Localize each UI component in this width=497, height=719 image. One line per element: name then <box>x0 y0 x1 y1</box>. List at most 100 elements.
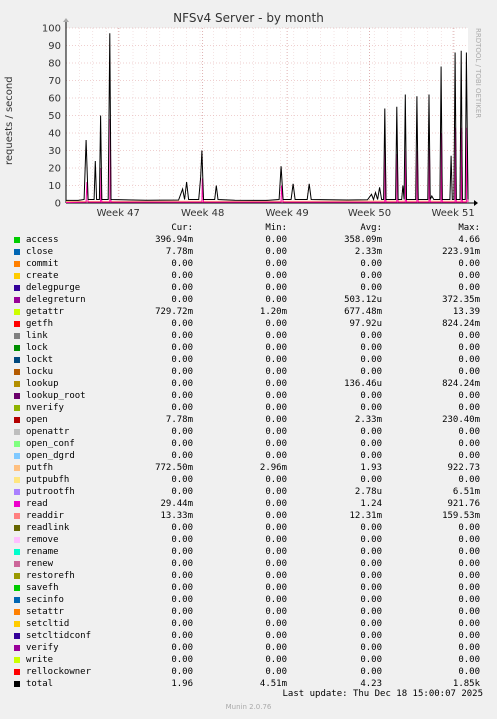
legend-avg: 0.00 <box>360 643 382 653</box>
legend-row-restorefh: restorefh 0.00 0.00 0.00 0.00 <box>0 570 497 582</box>
legend-min: 0.00 <box>265 523 287 533</box>
legend-row-renew: renew 0.00 0.00 0.00 0.00 <box>0 558 497 570</box>
legend-swatch <box>14 429 20 435</box>
legend-min: 0.00 <box>265 619 287 629</box>
legend-row-rellockowner: rellockowner 0.00 0.00 0.00 0.00 <box>0 666 497 678</box>
legend-avg: 0.00 <box>360 667 382 677</box>
legend-max: 13.39 <box>452 307 480 317</box>
legend-min: 0.00 <box>265 343 287 353</box>
legend-max: 0.00 <box>458 355 480 365</box>
x-tick-label: Week 51 <box>431 208 474 219</box>
chart-title: NFSv4 Server - by month <box>173 11 324 25</box>
legend-avg: 0.00 <box>360 571 382 581</box>
legend-swatch <box>14 489 20 495</box>
x-tick-label: Week 47 <box>97 208 140 219</box>
legend-max: 0.00 <box>458 607 480 617</box>
legend-cur: 0.00 <box>171 367 193 377</box>
legend-swatch <box>14 621 20 627</box>
legend-swatch <box>14 273 20 279</box>
x-tick-label: Week 50 <box>348 208 391 219</box>
y-tick-label: 40 <box>48 129 61 140</box>
legend-swatch <box>14 405 20 411</box>
legend-avg: 0.00 <box>360 439 382 449</box>
legend-cur: 0.00 <box>171 271 193 281</box>
legend-avg: 2.33m <box>354 247 382 257</box>
munin-version: Munin 2.0.76 <box>225 703 272 711</box>
legend-swatch <box>14 237 20 243</box>
legend-avg: 12.31m <box>349 511 382 521</box>
legend-min: 0.00 <box>265 559 287 569</box>
legend-row-delegpurge: delegpurge 0.00 0.00 0.00 0.00 <box>0 282 497 294</box>
legend-swatch <box>14 633 20 639</box>
legend-max: 921.76 <box>447 499 480 509</box>
legend-cur: 0.00 <box>171 667 193 677</box>
legend-cur: 0.00 <box>171 403 193 413</box>
legend-cur: 0.00 <box>171 607 193 617</box>
legend-min: 0.00 <box>265 331 287 341</box>
legend-swatch <box>14 477 20 483</box>
legend-avg: 0.00 <box>360 367 382 377</box>
legend-max: 0.00 <box>458 331 480 341</box>
legend-min: 0.00 <box>265 667 287 677</box>
legend-name: putpubfh <box>26 475 70 485</box>
legend-swatch <box>14 249 20 255</box>
legend-min: 0.00 <box>265 631 287 641</box>
legend-swatch <box>14 597 20 603</box>
legend-row-putrootfh: putrootfh 0.00 0.00 2.78u 6.51m <box>0 486 497 498</box>
legend-name: delegpurge <box>26 283 81 293</box>
legend-swatch <box>14 357 20 363</box>
legend-row-commit: commit 0.00 0.00 0.00 0.00 <box>0 258 497 270</box>
legend-cur: 0.00 <box>171 487 193 497</box>
legend-avg: 0.00 <box>360 559 382 569</box>
legend-min: 0.00 <box>265 403 287 413</box>
legend-swatch <box>14 465 20 471</box>
legend-swatch <box>14 609 20 615</box>
legend-min: 0.00 <box>265 319 287 329</box>
legend-header: Cur: Min: Avg: Max: <box>0 222 497 234</box>
legend-name: restorefh <box>26 571 75 581</box>
legend-swatch <box>14 417 20 423</box>
legend-name: lockt <box>26 355 54 365</box>
legend-min: 0.00 <box>265 415 287 425</box>
legend-row-lockt: lockt 0.00 0.00 0.00 0.00 <box>0 354 497 366</box>
legend-min: 0.00 <box>265 247 287 257</box>
legend-min: 0.00 <box>265 439 287 449</box>
y-tick-label: 70 <box>48 76 61 87</box>
y-tick-label: 0 <box>55 199 61 210</box>
legend-cur: 0.00 <box>171 343 193 353</box>
legend-swatch <box>14 345 20 351</box>
legend-avg: 0.00 <box>360 523 382 533</box>
legend-row-rename: rename 0.00 0.00 0.00 0.00 <box>0 546 497 558</box>
legend-avg: 503.12u <box>344 295 382 305</box>
legend-avg: 0.00 <box>360 607 382 617</box>
legend-min: 0.00 <box>265 379 287 389</box>
legend-swatch <box>14 381 20 387</box>
legend-row-setcltid: setcltid 0.00 0.00 0.00 0.00 <box>0 618 497 630</box>
legend-max: 159.53m <box>442 511 480 521</box>
legend-avg: 0.00 <box>360 283 382 293</box>
legend-swatch <box>14 501 20 507</box>
legend-cur: 0.00 <box>171 523 193 533</box>
legend-swatch <box>14 321 20 327</box>
legend-cur: 0.00 <box>171 595 193 605</box>
legend-max: 0.00 <box>458 439 480 449</box>
legend-min: 0.00 <box>265 391 287 401</box>
legend-avg: 677.48m <box>344 307 382 317</box>
y-tick-label: 20 <box>48 164 61 175</box>
y-tick-label: 10 <box>48 181 61 192</box>
legend-row-readdir: readdir 13.33m 0.00 12.31m 159.53m <box>0 510 497 522</box>
legend-max: 0.00 <box>458 559 480 569</box>
legend-name: rename <box>26 547 59 557</box>
legend-name: setattr <box>26 607 64 617</box>
legend-avg: 0.00 <box>360 535 382 545</box>
legend-name: link <box>26 331 48 341</box>
legend-name: putrootfh <box>26 487 75 497</box>
legend-row-locku: locku 0.00 0.00 0.00 0.00 <box>0 366 497 378</box>
legend-name: lookup_root <box>26 391 86 401</box>
legend-max: 0.00 <box>458 619 480 629</box>
legend-row-putpubfh: putpubfh 0.00 0.00 0.00 0.00 <box>0 474 497 486</box>
legend-cur: 0.00 <box>171 391 193 401</box>
legend-row-remove: remove 0.00 0.00 0.00 0.00 <box>0 534 497 546</box>
chart-plot: 0 10 20 30 40 50 60 70 80 90 100 Week 47 Week 48 Week… <box>42 18 478 219</box>
legend-avg: 0.00 <box>360 475 382 485</box>
